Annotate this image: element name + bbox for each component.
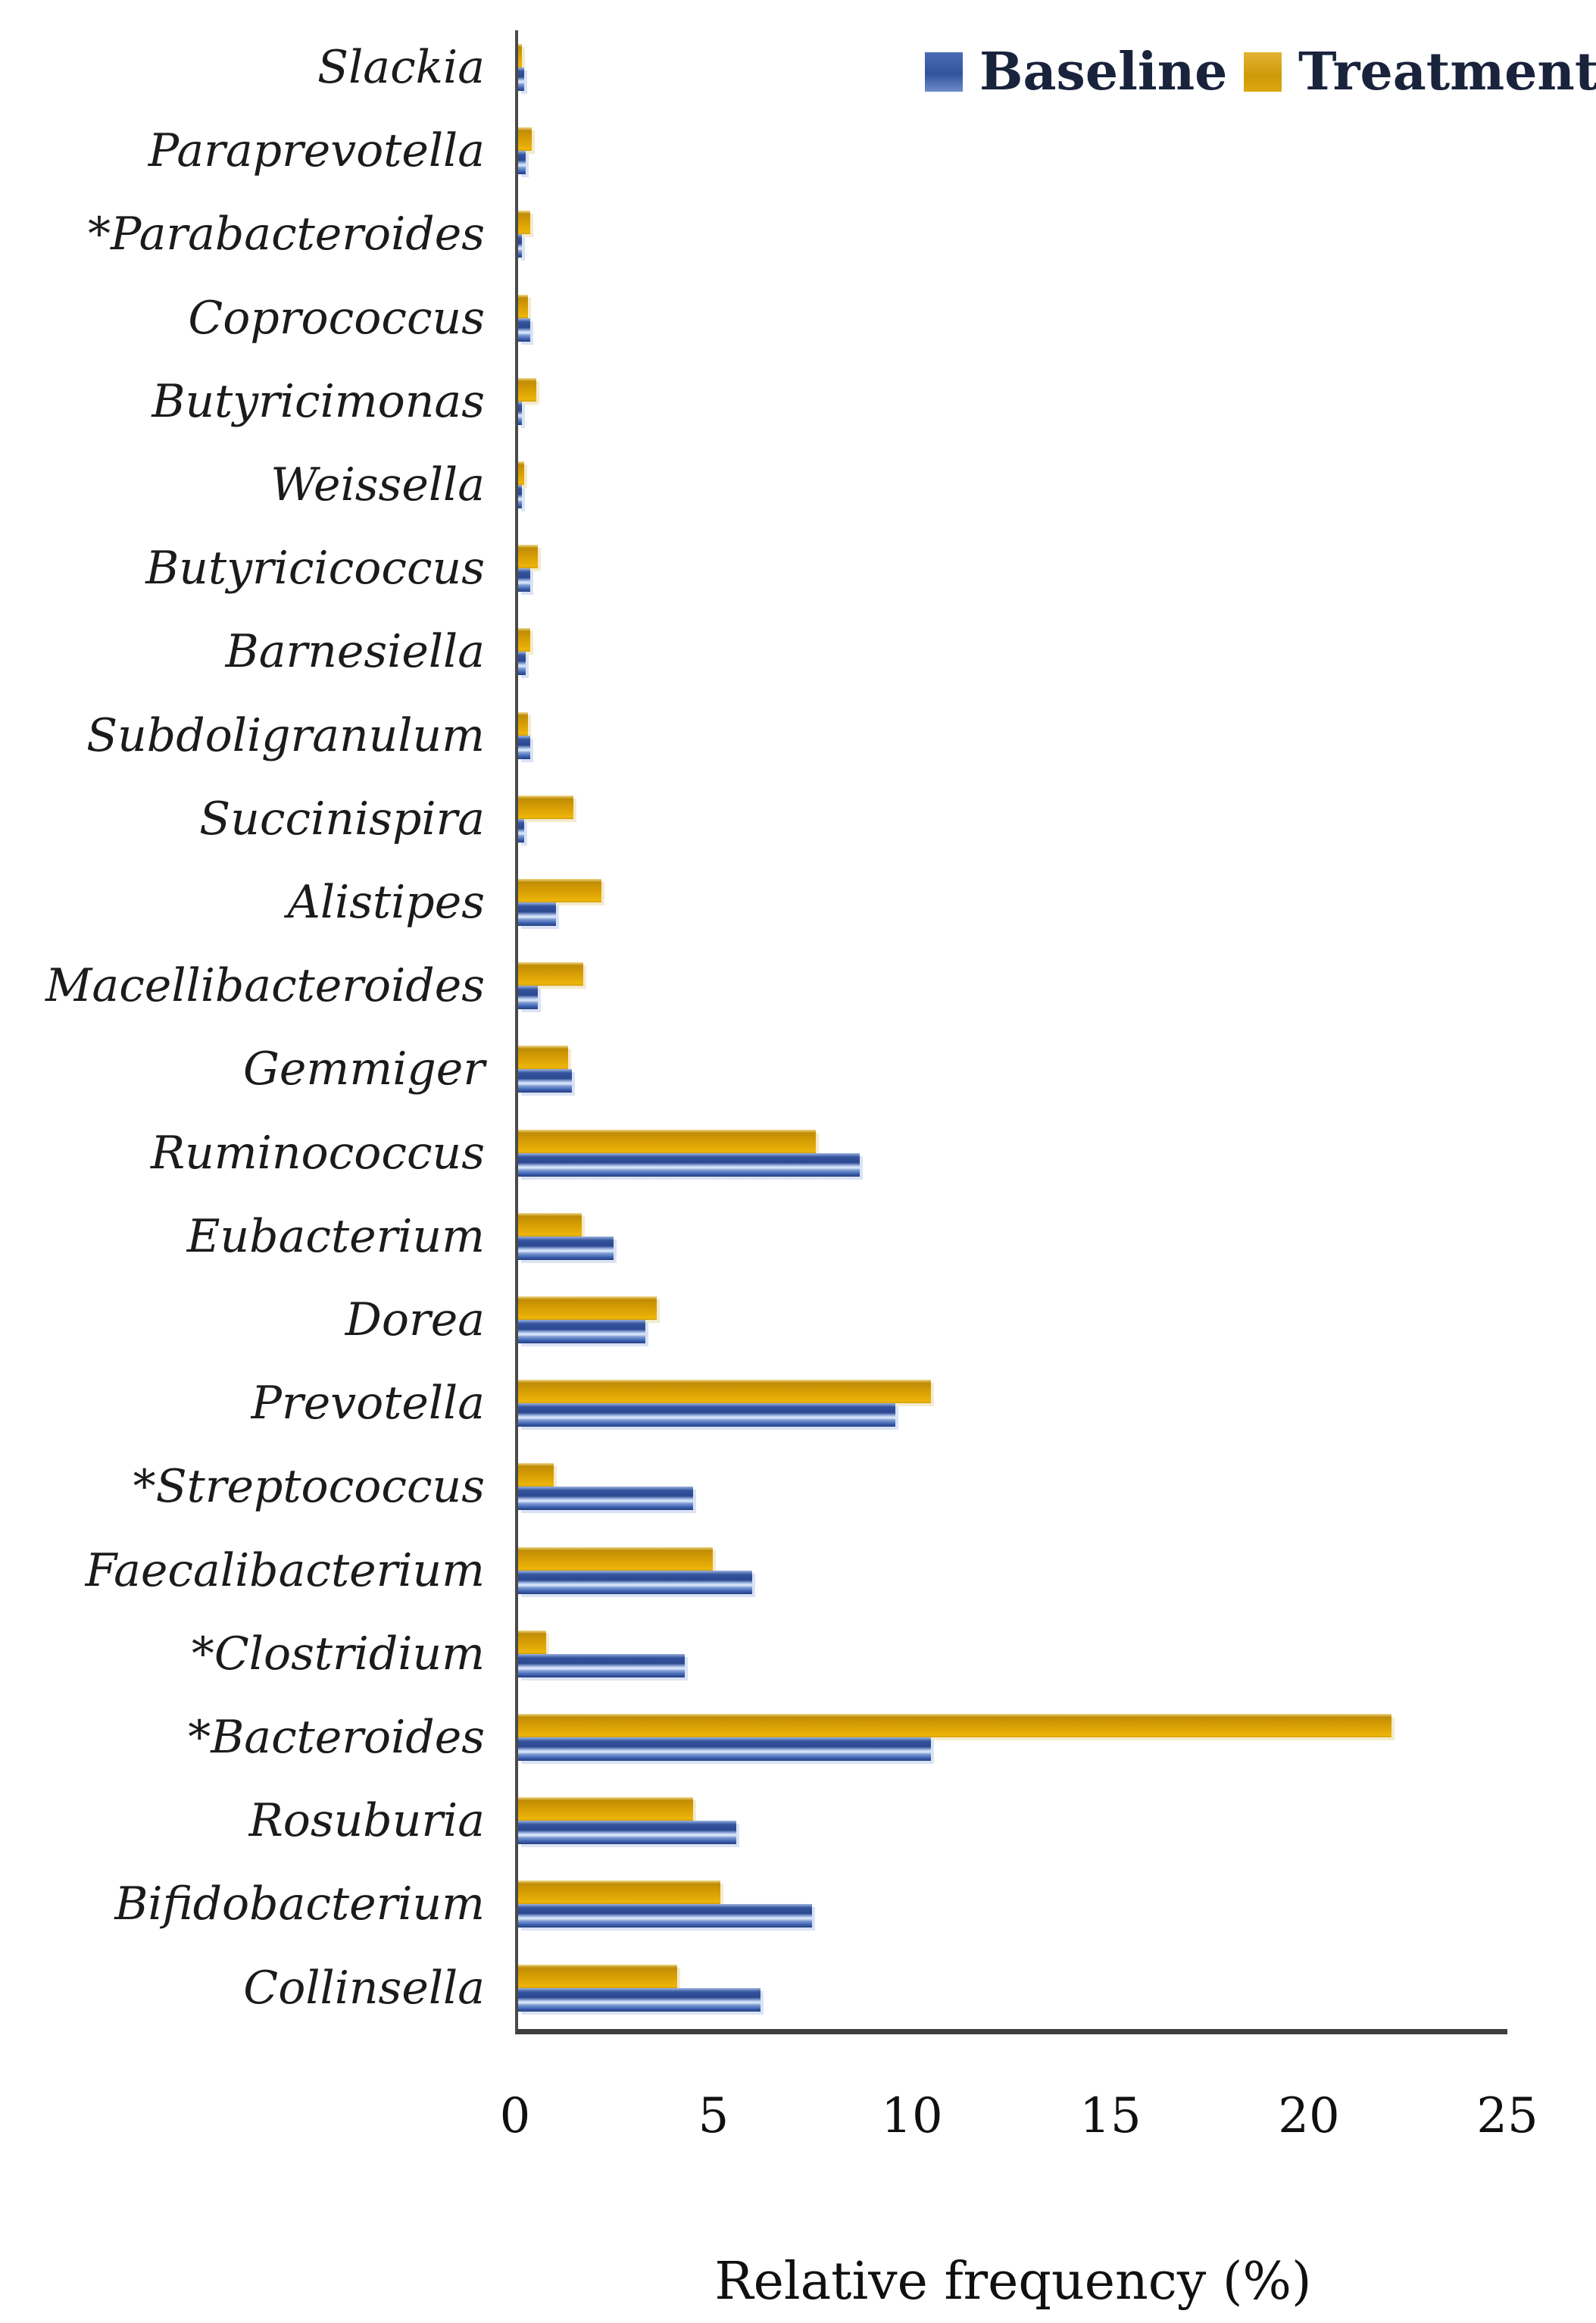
bar-treatment [518, 44, 523, 67]
x-axis-title: Relative frequency (%) [714, 2252, 1312, 2312]
bar-treatment [518, 211, 530, 235]
bar-baseline [518, 568, 530, 592]
bar-treatment [518, 377, 536, 402]
category-label: Faecalibacterium [85, 1543, 485, 1597]
bar-treatment [518, 711, 529, 736]
category-label: Weissella [270, 458, 485, 511]
bar-treatment [518, 962, 584, 986]
bar-baseline [518, 1487, 693, 1511]
bar-treatment [518, 1463, 554, 1487]
bar-baseline [518, 1236, 614, 1260]
bar-baseline [518, 234, 523, 258]
bar-treatment [518, 1296, 657, 1320]
bar-baseline [518, 1570, 753, 1594]
bar-baseline [518, 151, 526, 175]
treatment-swatch-icon [1244, 52, 1282, 92]
bar-treatment [518, 1714, 1391, 1737]
baseline-swatch-icon [925, 52, 963, 92]
category-label: Slackia [317, 41, 485, 94]
bar-baseline [518, 1737, 931, 1761]
bar-treatment [518, 545, 539, 569]
bar-treatment [518, 1881, 721, 1905]
category-label: *Parabacteroides [87, 208, 485, 261]
bar-baseline [518, 902, 556, 926]
x-tick-label: 20 [1278, 2088, 1340, 2144]
category-label: Dorea [345, 1293, 485, 1346]
bar-treatment [518, 461, 524, 485]
bar-baseline [518, 1821, 737, 1845]
bar-treatment [518, 1546, 713, 1571]
category-label: Subdoligranulum [86, 708, 485, 762]
category-label: Prevotella [251, 1377, 485, 1430]
category-label: Collinsella [243, 1961, 485, 2015]
category-label: Barnesiella [225, 625, 485, 679]
legend-item-treatment: Treatment [1244, 42, 1596, 102]
bar-baseline [518, 735, 530, 759]
category-label: Eubacterium [186, 1209, 485, 1263]
bar-treatment [518, 294, 529, 318]
bar-baseline [518, 986, 539, 1010]
bar-treatment [518, 1797, 693, 1821]
bar-baseline [518, 1987, 761, 2012]
category-label: *Streptococcus [133, 1460, 485, 1514]
bar-treatment [518, 628, 530, 652]
bar-treatment [518, 1964, 677, 1988]
bar-treatment [518, 127, 533, 152]
x-tick-label: 25 [1476, 2088, 1538, 2144]
category-label: Alistipes [287, 876, 485, 929]
legend-item-baseline: Baseline [925, 42, 1227, 102]
legend-baseline-label: Baseline [979, 42, 1228, 102]
x-tick-label: 0 [499, 2088, 531, 2144]
category-label: Paraprevotella [148, 124, 485, 178]
bar-treatment [518, 1046, 568, 1070]
category-label: Gemmiger [242, 1043, 485, 1096]
category-label: *Clostridium [191, 1627, 485, 1681]
x-tick-label: 5 [698, 2088, 729, 2144]
category-label: Rosuburia [248, 1794, 485, 1848]
bar-baseline [518, 1152, 860, 1177]
bar-treatment [518, 879, 602, 902]
plot-area [515, 30, 1507, 2034]
category-label: Succinispira [199, 792, 485, 846]
category-label: Butyricicoccus [145, 542, 485, 596]
bar-baseline [518, 1904, 812, 1928]
bar-baseline [518, 485, 523, 508]
bar-baseline [518, 652, 526, 676]
category-label: Ruminococcus [150, 1126, 485, 1180]
bar-baseline [518, 1653, 686, 1677]
bar-treatment [518, 1212, 582, 1237]
bar-treatment [518, 795, 574, 819]
bar-baseline [518, 818, 524, 843]
category-label: Bifidobacterium [114, 1877, 485, 1931]
legend-treatment-label: Treatment [1298, 42, 1596, 102]
bar-baseline [518, 317, 530, 342]
bar-baseline [518, 401, 523, 425]
bar-baseline [518, 1403, 895, 1427]
bar-baseline [518, 1069, 572, 1093]
bar-treatment [518, 1630, 546, 1654]
x-tick-label: 10 [881, 2088, 943, 2144]
category-label: Coprococcus [188, 291, 485, 345]
category-label: *Bacteroides [188, 1711, 485, 1764]
bar-treatment [518, 1129, 816, 1153]
x-tick-label: 15 [1079, 2088, 1142, 2144]
bar-treatment [518, 1380, 931, 1404]
bar-baseline [518, 67, 524, 91]
category-label: Macellibacteroides [45, 959, 485, 1013]
category-label: Butyricimonas [151, 374, 485, 428]
bar-baseline [518, 1320, 645, 1343]
